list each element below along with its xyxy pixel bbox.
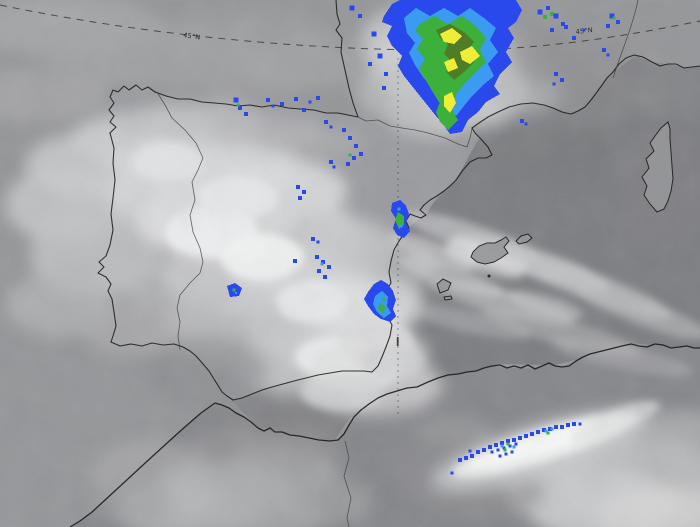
mallorca-island bbox=[470, 236, 510, 265]
formentera-island bbox=[443, 295, 453, 301]
cabrera-island bbox=[487, 274, 491, 278]
morocco-atlantic-coast bbox=[69, 402, 216, 527]
radar-echo-extremadura-echo bbox=[227, 283, 242, 297]
radar-layer bbox=[227, 0, 620, 475]
ibiza-island bbox=[436, 278, 452, 294]
algarve-cadiz-coast bbox=[110, 341, 234, 401]
portugal-west-coast bbox=[97, 132, 117, 343]
france-atlantic-coast bbox=[335, 0, 359, 118]
france-italy-border bbox=[612, 0, 639, 79]
galicia-coast bbox=[108, 84, 156, 134]
radar-echo-alicante-coast-echo bbox=[364, 280, 396, 322]
radar-echo-cantabrian-cells bbox=[233, 96, 363, 166]
spain-france-border bbox=[357, 116, 473, 148]
radar-echo-valencia-coast-echo bbox=[391, 200, 410, 238]
spain-mediterranean-coast bbox=[232, 127, 493, 401]
corsica-island bbox=[641, 121, 674, 213]
radar-echo-pyrenees-storm bbox=[349, 0, 522, 134]
coastline-layer bbox=[69, 0, 700, 527]
radar-echo-france-scattered-cells bbox=[520, 6, 620, 126]
morocco-algeria-border bbox=[343, 440, 352, 527]
africa-north-coast bbox=[214, 343, 700, 442]
menorca-island bbox=[515, 233, 533, 245]
latitude-label-left: 45°N bbox=[183, 31, 201, 42]
radar-echo-algeria-line-echoes bbox=[450, 422, 582, 475]
portugal-spain-border bbox=[156, 91, 204, 351]
north-spain-coast bbox=[154, 91, 359, 118]
meridian-mark bbox=[396, 337, 399, 346]
france-mediterranean-coast bbox=[471, 54, 700, 129]
border-layer bbox=[156, 0, 639, 527]
radar-echo-central-iberia-cells bbox=[293, 160, 336, 279]
